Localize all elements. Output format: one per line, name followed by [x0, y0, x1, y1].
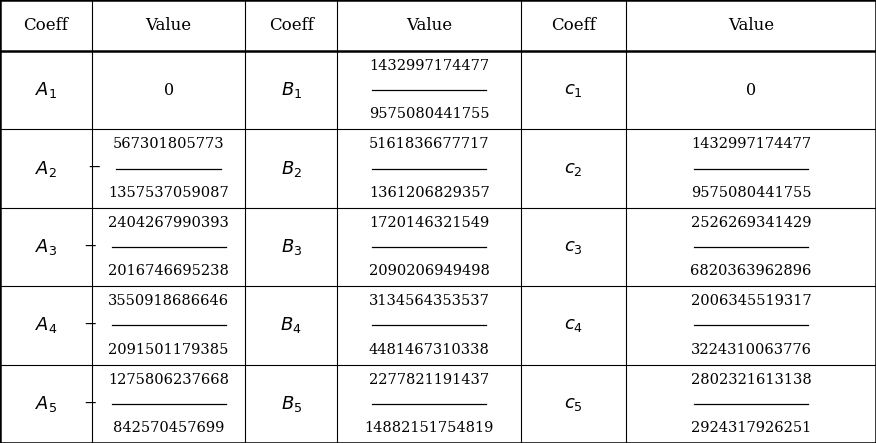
Text: Value: Value	[406, 17, 452, 34]
Text: $-$: $-$	[83, 393, 96, 411]
Text: $B_2$: $B_2$	[280, 159, 302, 179]
Text: 2404267990393: 2404267990393	[109, 216, 229, 230]
Text: 2802321613138: 2802321613138	[691, 373, 811, 387]
Text: 0: 0	[746, 82, 756, 99]
Text: Coeff: Coeff	[551, 17, 597, 34]
Text: 3550918686646: 3550918686646	[108, 294, 230, 308]
Text: 2091501179385: 2091501179385	[109, 342, 229, 357]
Text: 2277821191437: 2277821191437	[369, 373, 490, 387]
Text: 1275806237668: 1275806237668	[108, 373, 230, 387]
Text: $B_5$: $B_5$	[280, 394, 302, 414]
Text: $A_3$: $A_3$	[35, 237, 57, 257]
Text: 3224310063776: 3224310063776	[690, 342, 812, 357]
Text: 5161836677717: 5161836677717	[369, 137, 490, 152]
Text: 9575080441755: 9575080441755	[691, 186, 811, 200]
Text: $-$: $-$	[88, 158, 101, 175]
Text: $A_2$: $A_2$	[35, 159, 57, 179]
Text: $B_4$: $B_4$	[280, 315, 302, 335]
Text: 2924317926251: 2924317926251	[691, 421, 811, 435]
Text: $-$: $-$	[83, 315, 96, 332]
Text: 2526269341429: 2526269341429	[691, 216, 811, 230]
Text: 2006345519317: 2006345519317	[691, 294, 811, 308]
Text: 1432997174477: 1432997174477	[691, 137, 811, 152]
Text: 842570457699: 842570457699	[113, 421, 224, 435]
Text: $A_4$: $A_4$	[35, 315, 57, 335]
Text: 9575080441755: 9575080441755	[369, 107, 490, 121]
Text: 0: 0	[164, 82, 173, 99]
Text: $c_2$: $c_2$	[564, 159, 583, 178]
Text: 2090206949498: 2090206949498	[369, 264, 490, 278]
Text: $B_3$: $B_3$	[280, 237, 302, 257]
Text: 1361206829357: 1361206829357	[369, 186, 490, 200]
Text: Value: Value	[728, 17, 774, 34]
Text: 1357537059087: 1357537059087	[109, 186, 229, 200]
Text: $c_4$: $c_4$	[564, 316, 583, 334]
Text: $c_5$: $c_5$	[564, 395, 583, 413]
Text: 4481467310338: 4481467310338	[369, 342, 490, 357]
Text: $-$: $-$	[83, 237, 96, 254]
Text: $A_5$: $A_5$	[35, 394, 57, 414]
Text: Coeff: Coeff	[269, 17, 314, 34]
Text: $A_1$: $A_1$	[35, 80, 57, 100]
Text: 6820363962896: 6820363962896	[690, 264, 812, 278]
Text: 2016746695238: 2016746695238	[109, 264, 229, 278]
Text: 567301805773: 567301805773	[113, 137, 224, 152]
Text: 1720146321549: 1720146321549	[369, 216, 490, 230]
Text: $c_1$: $c_1$	[564, 81, 583, 99]
Text: $B_1$: $B_1$	[280, 80, 302, 100]
Text: 14882151754819: 14882151754819	[364, 421, 494, 435]
Text: 1432997174477: 1432997174477	[369, 59, 490, 73]
Text: $c_3$: $c_3$	[564, 238, 583, 256]
Text: Coeff: Coeff	[24, 17, 68, 34]
Text: 3134564353537: 3134564353537	[369, 294, 490, 308]
Text: Value: Value	[145, 17, 192, 34]
